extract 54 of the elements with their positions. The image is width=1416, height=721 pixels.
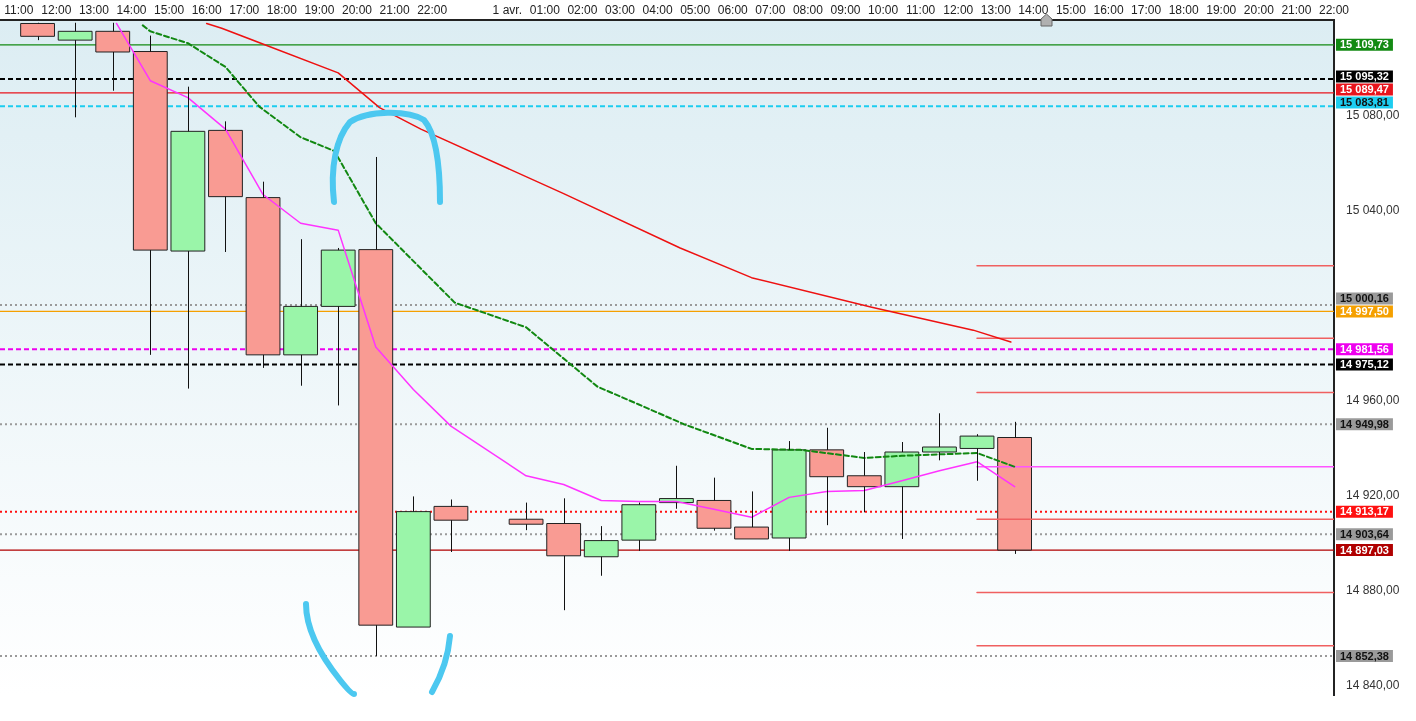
ref-line-label: 15 089,47 [1340, 82, 1389, 95]
ref-line-label: 14 975,12 [1340, 358, 1389, 371]
x-tick-label: 16:00 [1093, 2, 1124, 17]
x-tick-label: 22:00 [1318, 2, 1350, 17]
x-tick-label: 16:00 [191, 2, 223, 17]
x-tick-label: 22:00 [417, 2, 448, 17]
x-tick-label: 01:00 [529, 2, 561, 17]
x-tick-label: 12:00 [41, 2, 72, 17]
x-tick-label: 06:00 [717, 2, 749, 17]
x-tick-label: 18:00 [266, 2, 298, 17]
y-tick-label: 14 880,00 [1346, 582, 1400, 597]
x-tick-label: 05:00 [680, 2, 711, 17]
ref-line-label: 14 981,56 [1340, 342, 1389, 355]
x-tick-label: 13:00 [78, 2, 110, 17]
x-tick-label: 04:00 [642, 2, 673, 17]
x-tick-label: 19:00 [1206, 2, 1237, 17]
x-tick-label: 02:00 [567, 2, 598, 17]
y-tick-label: 15 040,00 [1346, 202, 1400, 217]
ref-line-label: 15 109,73 [1340, 38, 1389, 51]
ref-line-label: 14 913,17 [1340, 505, 1389, 518]
ref-line-label: 14 852,38 [1340, 649, 1389, 662]
x-tick-label: 1 avr. [492, 2, 522, 17]
x-tick-label: 20:00 [341, 2, 373, 17]
ref-line-label: 14 903,64 [1340, 527, 1390, 540]
y-tick-label: 14 840,00 [1346, 677, 1400, 692]
x-tick-label: 17:00 [229, 2, 260, 17]
ref-line-label: 15 095,32 [1340, 69, 1389, 82]
x-tick-label: 19:00 [304, 2, 335, 17]
ref-line-label: 15 083,81 [1340, 95, 1389, 108]
y-tick-label: 15 080,00 [1346, 107, 1400, 122]
x-tick-label: 09:00 [830, 2, 861, 17]
x-tick-label: 11:00 [4, 2, 34, 17]
x-tick-label: 11:00 [906, 2, 936, 17]
x-tick-label: 14:00 [1018, 2, 1049, 17]
ref-line-label: 15 000,16 [1340, 291, 1389, 304]
x-tick-label: 14:00 [116, 2, 147, 17]
y-tick-label: 14 920,00 [1346, 487, 1400, 502]
x-tick-label: 08:00 [792, 2, 824, 17]
x-tick-label: 15:00 [154, 2, 185, 17]
ref-line-label: 14 997,50 [1340, 304, 1389, 317]
y-tick-label: 14 960,00 [1346, 392, 1400, 407]
x-tick-label: 18:00 [1168, 2, 1200, 17]
x-tick-label: 20:00 [1243, 2, 1275, 17]
x-tick-label: 12:00 [943, 2, 974, 17]
x-tick-label: 15:00 [1055, 2, 1087, 17]
x-tick-label: 17:00 [1131, 2, 1162, 17]
x-tick-label: 13:00 [980, 2, 1012, 17]
x-tick-label: 21:00 [1281, 2, 1312, 17]
ref-line-label: 14 949,98 [1340, 417, 1389, 430]
x-tick-label: 21:00 [379, 2, 410, 17]
x-tick-label: 07:00 [755, 2, 786, 17]
ref-line-label: 14 897,03 [1340, 543, 1389, 556]
x-tick-label: 03:00 [605, 2, 636, 17]
x-tick-label: 10:00 [868, 2, 899, 17]
